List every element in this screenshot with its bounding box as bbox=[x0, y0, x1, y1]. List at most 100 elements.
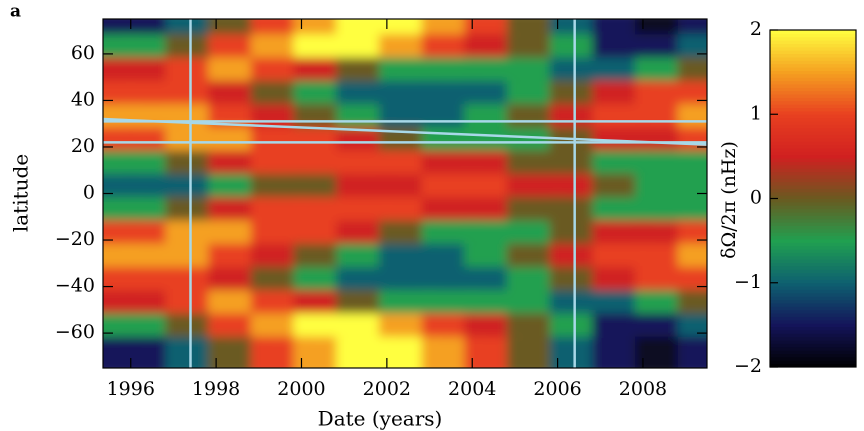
colorbar-swatch bbox=[770, 178, 856, 183]
colorbar-swatch bbox=[770, 249, 856, 253]
colorbar-swatch bbox=[770, 282, 856, 287]
colorbar-swatch bbox=[770, 100, 856, 105]
colorbar-swatch bbox=[770, 50, 856, 55]
colorbar-tick-label: −1 bbox=[734, 271, 762, 293]
colorbar-swatch bbox=[770, 232, 856, 237]
colorbar-swatch bbox=[770, 262, 856, 267]
colorbar-swatch bbox=[770, 60, 856, 65]
colorbar-swatch bbox=[770, 363, 856, 368]
colorbar-swatch bbox=[770, 67, 856, 71]
colorbar-swatch bbox=[770, 265, 856, 270]
colorbar-swatch bbox=[770, 356, 856, 361]
colorbar-swatch bbox=[770, 164, 856, 169]
colorbar-swatch bbox=[770, 333, 856, 338]
colorbar-swatch bbox=[770, 30, 856, 34]
colorbar-swatch bbox=[770, 306, 856, 311]
x-tick-label: 2002 bbox=[363, 378, 411, 400]
colorbar-swatch bbox=[770, 97, 856, 102]
guide-line bbox=[103, 117, 707, 146]
x-tick-label: 1998 bbox=[192, 378, 240, 400]
colorbar-swatch bbox=[770, 201, 856, 206]
colorbar-swatch bbox=[770, 346, 856, 351]
x-tick-label: 2008 bbox=[619, 378, 667, 400]
colorbar-swatch bbox=[770, 286, 856, 290]
colorbar-swatch bbox=[770, 313, 856, 317]
colorbar-swatch bbox=[770, 40, 856, 44]
colorbar-swatch bbox=[770, 323, 856, 328]
colorbar-swatch bbox=[770, 235, 856, 240]
colorbar-swatch bbox=[770, 114, 856, 119]
colorbar-swatch bbox=[770, 127, 856, 132]
colorbar-label: δΩ/2π (nHz) bbox=[718, 141, 740, 259]
colorbar-swatch bbox=[770, 158, 856, 162]
colorbar-swatch bbox=[770, 353, 856, 358]
colorbar-swatch bbox=[770, 269, 856, 274]
colorbar-swatch bbox=[770, 144, 856, 149]
colorbar-swatch bbox=[770, 228, 856, 233]
colorbar-swatch bbox=[770, 222, 856, 226]
colorbar-swatch bbox=[770, 131, 856, 135]
y-tick-label: −40 bbox=[55, 275, 95, 297]
colorbar-swatch bbox=[770, 94, 856, 98]
colorbar-swatch bbox=[770, 77, 856, 82]
colorbar-swatch bbox=[770, 90, 856, 95]
colorbar-swatch bbox=[770, 208, 856, 213]
colorbar-swatch bbox=[770, 70, 856, 75]
colorbar-swatch bbox=[770, 316, 856, 321]
colorbar-swatch bbox=[770, 46, 856, 51]
colorbar-tick-label: 1 bbox=[750, 102, 762, 124]
colorbar-tick-label: −2 bbox=[734, 355, 762, 377]
colorbar-swatch bbox=[770, 33, 856, 38]
colorbar-swatch bbox=[770, 329, 856, 334]
colorbar-swatch bbox=[770, 292, 856, 297]
colorbar-swatch bbox=[770, 195, 856, 199]
colorbar-swatch bbox=[770, 255, 856, 260]
colorbar-swatch bbox=[770, 124, 856, 129]
colorbar-swatch bbox=[770, 218, 856, 223]
colorbar-swatch bbox=[770, 309, 856, 314]
colorbar-swatch bbox=[770, 36, 856, 41]
y-tick-label: −60 bbox=[55, 321, 95, 343]
colorbar-swatch bbox=[770, 56, 856, 61]
colorbar-swatch bbox=[770, 336, 856, 341]
colorbar-swatch bbox=[770, 296, 856, 301]
colorbar-tick-label: 0 bbox=[750, 187, 762, 209]
colorbar-swatch bbox=[770, 360, 856, 365]
colorbar-swatch bbox=[770, 191, 856, 196]
colorbar-swatch bbox=[770, 299, 856, 304]
colorbar-swatch bbox=[770, 117, 856, 122]
colorbar-swatch bbox=[770, 242, 856, 247]
colorbar-swatch bbox=[770, 110, 856, 115]
colorbar-swatch bbox=[770, 245, 856, 250]
colorbar-swatch bbox=[770, 211, 856, 216]
colorbar-swatch bbox=[770, 53, 856, 58]
colorbar-swatch bbox=[770, 104, 856, 109]
y-tick-label: 20 bbox=[71, 135, 95, 157]
heatmap-cell bbox=[677, 336, 707, 368]
y-tick-label: −20 bbox=[55, 228, 95, 250]
colorbar-swatch bbox=[770, 272, 856, 277]
colorbar-swatch bbox=[770, 350, 856, 355]
y-tick-label: 0 bbox=[83, 182, 95, 204]
colorbar-swatch bbox=[770, 134, 856, 139]
colorbar-swatch bbox=[770, 147, 856, 152]
y-tick-label: 60 bbox=[71, 42, 95, 64]
colorbar-swatch bbox=[770, 302, 856, 307]
y-tick-label: 40 bbox=[71, 88, 95, 110]
colorbar-swatch bbox=[770, 120, 856, 125]
colorbar-swatch bbox=[770, 238, 856, 243]
x-tick-label: 2004 bbox=[448, 378, 496, 400]
colorbar-swatch bbox=[770, 319, 856, 324]
x-tick-label: 2006 bbox=[533, 378, 581, 400]
colorbar-swatch bbox=[770, 171, 856, 176]
colorbar-swatch bbox=[770, 73, 856, 78]
heatmap bbox=[103, 19, 707, 368]
colorbar-swatch bbox=[770, 151, 856, 156]
y-axis-label: latitude bbox=[9, 154, 33, 232]
colorbar-swatch bbox=[770, 174, 856, 179]
colorbar-swatch bbox=[770, 168, 856, 173]
colorbar-tick-label: 2 bbox=[750, 18, 762, 40]
colorbar-swatch bbox=[770, 198, 856, 203]
colorbar-swatch bbox=[770, 289, 856, 294]
